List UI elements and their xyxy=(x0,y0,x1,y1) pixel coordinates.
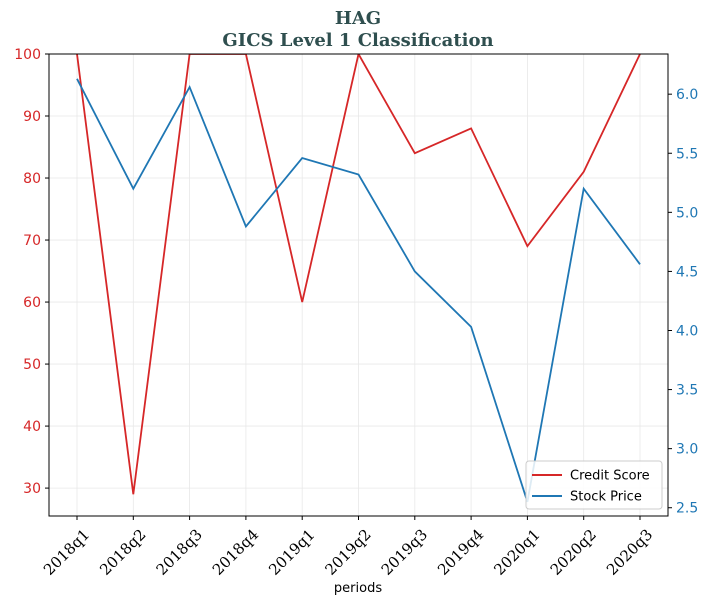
right-tick-label: 5.5 xyxy=(676,146,698,162)
x-axis-label: periods xyxy=(334,581,382,596)
left-tick-label: 30 xyxy=(23,481,41,497)
left-tick-label: 70 xyxy=(23,233,41,249)
left-tick-label: 50 xyxy=(23,357,41,373)
right-tick-label: 4.0 xyxy=(676,323,698,339)
x-tick-label: 2019q3 xyxy=(378,526,431,579)
x-tick-label: 2018q2 xyxy=(96,526,149,579)
right-tick-label: 2.5 xyxy=(676,501,698,517)
x-tick-label: 2019q4 xyxy=(434,526,487,579)
series-line-credit-score xyxy=(76,54,641,495)
series-line-stock-price xyxy=(76,78,641,503)
x-tick-label: 2018q4 xyxy=(209,526,262,579)
x-tick-label: 2020q1 xyxy=(490,526,543,579)
x-tick-label: 2019q1 xyxy=(265,526,318,579)
right-tick-label: 5.0 xyxy=(676,205,698,221)
x-tick-label: 2020q3 xyxy=(603,526,656,579)
x-tick-label: 2019q2 xyxy=(321,526,374,579)
legend-label: Stock Price xyxy=(570,490,642,505)
legend-label: Credit Score xyxy=(570,469,650,484)
right-tick-label: 4.5 xyxy=(676,264,698,280)
chart-title: HAG xyxy=(335,8,381,29)
left-tick-label: 90 xyxy=(23,109,41,125)
series-lines xyxy=(76,54,641,503)
left-tick-label: 40 xyxy=(23,419,41,435)
right-tick-label: 3.5 xyxy=(676,383,698,399)
chart-subtitle: GICS Level 1 Classification xyxy=(222,30,493,51)
x-tick-label: 2020q2 xyxy=(547,526,600,579)
left-tick-label: 80 xyxy=(23,171,41,187)
left-tick-label: 60 xyxy=(23,295,41,311)
x-tick-label: 2018q3 xyxy=(153,526,206,579)
legend: Credit Score Stock Price xyxy=(525,460,663,510)
x-tick-label: 2018q1 xyxy=(40,526,93,579)
left-tick-label: 100 xyxy=(14,47,41,63)
right-tick-label: 6.0 xyxy=(676,87,698,103)
grid xyxy=(49,53,668,516)
right-tick-label: 3.0 xyxy=(676,442,698,458)
